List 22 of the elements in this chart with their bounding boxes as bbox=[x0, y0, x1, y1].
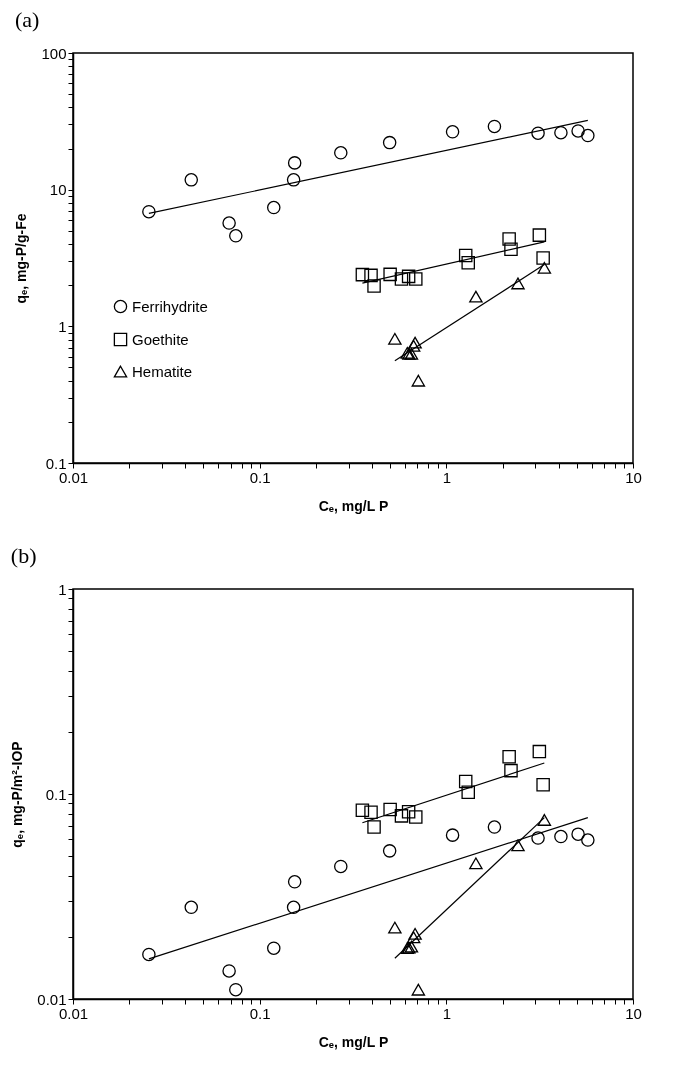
y-axis-title: qₑ, mg-P/m²-IOP bbox=[9, 741, 26, 848]
chart-title: (a) bbox=[14, 7, 40, 32]
x-tick-label: 0.1 bbox=[249, 468, 271, 486]
y-axis-title: qₑ, mg-P/g-Fe bbox=[13, 213, 30, 304]
x-tick-label: 10 bbox=[625, 468, 642, 486]
x-axis-title: Cₑ, mg/L P bbox=[318, 1033, 389, 1050]
legend-label: Ferrihydrite bbox=[132, 297, 208, 315]
x-tick-label: 1 bbox=[442, 1004, 452, 1022]
y-tick-label: 0.1 bbox=[45, 785, 67, 803]
x-axis-title: Cₑ, mg/L P bbox=[318, 497, 389, 514]
legend-label: Hematite bbox=[132, 362, 193, 380]
y-tick-label: 1 bbox=[58, 580, 67, 598]
x-tick-label: 0.1 bbox=[249, 1004, 271, 1022]
legend-label: Goethite bbox=[132, 330, 189, 348]
y-tick-label: 10 bbox=[49, 181, 67, 199]
y-tick-label: 100 bbox=[41, 44, 67, 62]
x-tick-label: 1 bbox=[442, 468, 452, 486]
y-tick-label: 0.01 bbox=[37, 990, 67, 1008]
y-tick-label: 0.1 bbox=[45, 454, 67, 472]
x-tick-label: 10 bbox=[625, 1004, 642, 1022]
chart-title: (b) bbox=[10, 543, 37, 568]
y-tick-label: 1 bbox=[58, 317, 67, 335]
